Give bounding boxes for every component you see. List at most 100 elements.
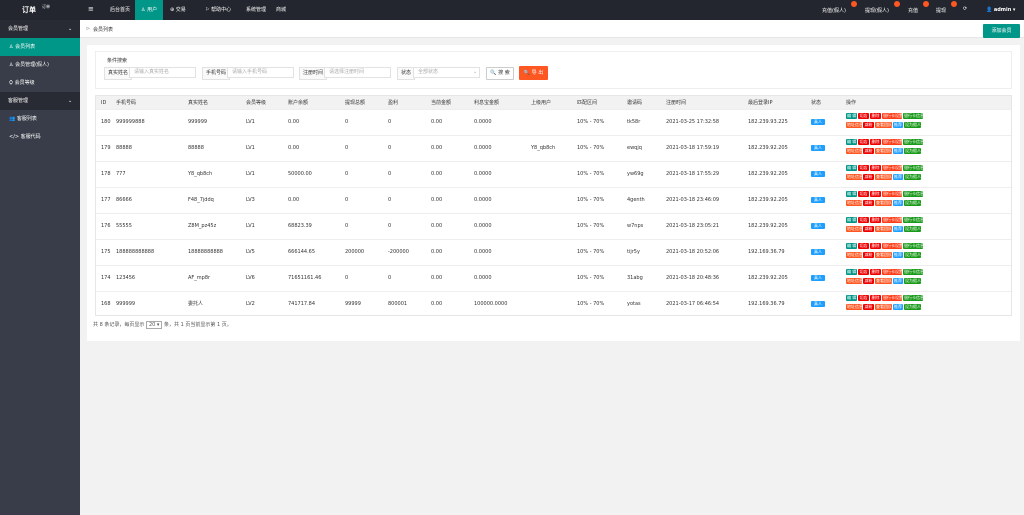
action-button[interactable]: 设为假人 [904, 174, 921, 180]
action-button[interactable]: 减粉 [863, 148, 874, 154]
action-button[interactable]: 切店 [858, 243, 869, 249]
action-button[interactable]: 银行卡设置 [882, 217, 903, 223]
action-button[interactable]: 编 辑 [846, 217, 857, 223]
top-link[interactable]: 提现(假人) [865, 8, 889, 14]
menu-toggle[interactable]: ≡ [88, 5, 94, 13]
action-button[interactable]: 设为假人 [904, 148, 921, 154]
action-button[interactable]: 银行卡信息 [903, 113, 924, 119]
action-button[interactable]: 地址信息 [846, 278, 863, 284]
action-button[interactable]: 地址信息 [846, 122, 863, 128]
action-button[interactable]: 减粉 [863, 278, 874, 284]
add-button[interactable]: 添加会员 [983, 24, 1020, 38]
action-button[interactable]: 删除 [870, 139, 881, 145]
action-button[interactable]: 查看团队 [875, 122, 892, 128]
search-button[interactable]: 🔍 搜 索 [486, 67, 514, 80]
text-input[interactable]: 请输入真实姓名 [129, 67, 196, 78]
action-button[interactable]: 删除 [870, 295, 881, 301]
action-button[interactable]: 查看团队 [875, 200, 892, 206]
action-button[interactable]: 切店 [858, 191, 869, 197]
action-button[interactable]: 查看团队 [875, 226, 892, 232]
action-button[interactable]: 减粉 [863, 304, 874, 310]
action-button[interactable]: 减粉 [863, 174, 874, 180]
action-button[interactable]: 银行卡信息 [903, 269, 924, 275]
action-button[interactable]: 地址信息 [846, 200, 863, 206]
action-button[interactable]: 银行卡设置 [882, 113, 903, 119]
action-button[interactable]: 推荐 [893, 200, 903, 206]
action-button[interactable]: 删除 [870, 191, 881, 197]
action-button[interactable]: 推荐 [893, 252, 903, 258]
action-button[interactable]: 设为假人 [904, 226, 921, 232]
status-tag[interactable]: 真人 [811, 171, 825, 177]
status-tag[interactable]: 真人 [811, 145, 825, 151]
nav-item[interactable]: ♙ 用户 [135, 0, 164, 20]
sidebar-group[interactable]: 会员管理 ⌄ [0, 20, 80, 38]
action-button[interactable]: 地址信息 [846, 174, 863, 180]
action-button[interactable]: 地址信息 [846, 252, 863, 258]
action-button[interactable]: 减粉 [863, 226, 874, 232]
top-link[interactable]: 提现 [936, 8, 947, 14]
nav-item[interactable]: 后台首页 [110, 0, 130, 20]
action-button[interactable]: 地址信息 [846, 226, 863, 232]
action-button[interactable]: 银行卡信息 [903, 139, 924, 145]
status-tag[interactable]: 真人 [811, 119, 825, 125]
action-button[interactable]: 设为假人 [904, 278, 921, 284]
action-button[interactable]: 删除 [870, 269, 881, 275]
action-button[interactable]: 推荐 [893, 226, 903, 232]
user-menu[interactable]: 👤 admin ▾ [986, 7, 1016, 13]
text-input[interactable]: 请输入手机号码 [227, 67, 294, 78]
action-button[interactable]: 删除 [870, 165, 881, 171]
status-tag[interactable]: 真人 [811, 249, 825, 255]
action-button[interactable]: 减粉 [863, 252, 874, 258]
status-tag[interactable]: 真人 [811, 197, 825, 203]
top-link[interactable]: 充值(假人) [822, 8, 846, 14]
text-input[interactable]: 请选择注册时间 [324, 67, 391, 78]
action-button[interactable]: 银行卡信息 [903, 191, 924, 197]
action-button[interactable]: 减粉 [863, 200, 874, 206]
sidebar-item[interactable]: </> 客服代码 [9, 134, 41, 140]
action-button[interactable]: 减粉 [863, 122, 874, 128]
action-button[interactable]: 银行卡设置 [882, 295, 903, 301]
action-button[interactable]: 编 辑 [846, 165, 857, 171]
action-button[interactable]: 切店 [858, 139, 869, 145]
action-button[interactable]: 银行卡信息 [903, 165, 924, 171]
status-tag[interactable]: 真人 [811, 223, 825, 229]
action-button[interactable]: 地址信息 [846, 148, 863, 154]
action-button[interactable]: 银行卡信息 [903, 217, 924, 223]
nav-item[interactable]: ⚐ 帮助中心 [205, 7, 232, 13]
action-button[interactable]: 编 辑 [846, 243, 857, 249]
sidebar-item[interactable]: ♙ 会员列表 [0, 38, 80, 56]
action-button[interactable]: 删除 [870, 243, 881, 249]
status-tag[interactable]: 真人 [811, 301, 825, 307]
action-button[interactable]: 设为假人 [904, 252, 921, 258]
sidebar-item[interactable]: ⛭ 会员等级 [9, 80, 35, 86]
action-button[interactable]: 编 辑 [846, 113, 857, 119]
page-size[interactable]: 20 ▾ [145, 321, 163, 329]
action-button[interactable]: 推荐 [893, 148, 903, 154]
nav-item[interactable]: ⊕ 交易 [170, 7, 186, 13]
action-button[interactable]: 切店 [858, 165, 869, 171]
action-button[interactable]: 设为假人 [904, 122, 921, 128]
sidebar-item[interactable]: ♙ 会员管理(假人) [9, 62, 49, 68]
nav-item[interactable]: 商城 [276, 0, 286, 20]
action-button[interactable]: 设为假人 [904, 200, 921, 206]
action-button[interactable]: 银行卡信息 [903, 243, 924, 249]
action-button[interactable]: 推荐 [893, 174, 903, 180]
action-button[interactable]: 银行卡设置 [882, 243, 903, 249]
action-button[interactable]: 查看团队 [875, 278, 892, 284]
action-button[interactable]: 编 辑 [846, 191, 857, 197]
sidebar-group[interactable]: 客服管理 ⌄ [0, 92, 80, 110]
action-button[interactable]: 设为假人 [904, 304, 921, 310]
action-button[interactable]: 银行卡设置 [882, 191, 903, 197]
action-button[interactable]: 银行卡设置 [882, 139, 903, 145]
action-button[interactable]: 切店 [858, 217, 869, 223]
action-button[interactable]: 银行卡信息 [903, 295, 924, 301]
action-button[interactable]: 查看团队 [875, 148, 892, 154]
action-button[interactable]: 地址信息 [846, 304, 863, 310]
action-button[interactable]: 查看团队 [875, 174, 892, 180]
action-button[interactable]: 编 辑 [846, 269, 857, 275]
action-button[interactable]: 编 辑 [846, 139, 857, 145]
action-button[interactable]: 切店 [858, 113, 869, 119]
sidebar-item[interactable]: 👥 客服列表 [9, 116, 37, 122]
action-button[interactable]: 删除 [870, 113, 881, 119]
action-button[interactable]: 切店 [858, 295, 869, 301]
